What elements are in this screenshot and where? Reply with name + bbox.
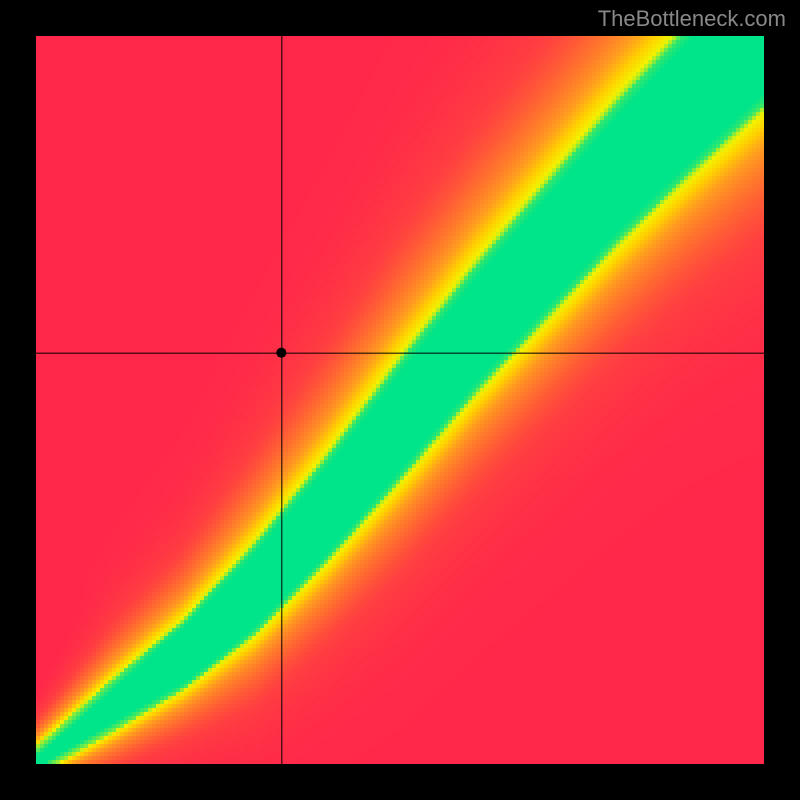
plot-area — [36, 36, 764, 764]
chart-container: TheBottleneck.com — [0, 0, 800, 800]
watermark-text: TheBottleneck.com — [598, 6, 786, 32]
crosshair-overlay — [36, 36, 764, 764]
